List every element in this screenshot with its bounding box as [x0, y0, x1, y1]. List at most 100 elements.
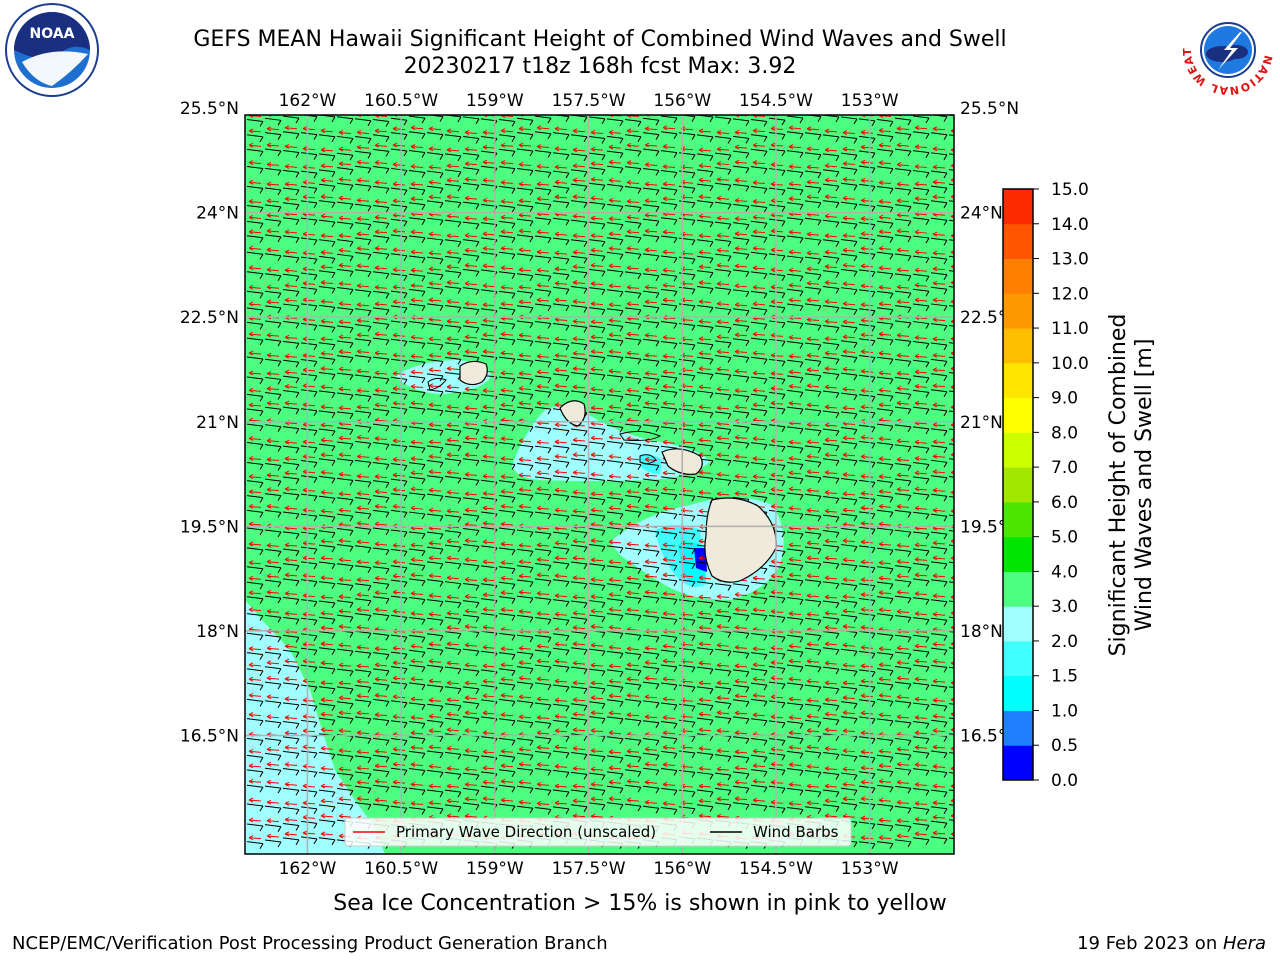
wave-direction-arrow	[644, 126, 658, 132]
wind-barb	[426, 579, 444, 587]
map-legend: Primary Wave Direction (unscaled) Wind B…	[344, 817, 852, 847]
wave-direction-arrow	[860, 678, 874, 684]
wave-direction-arrow	[320, 422, 334, 428]
wind-barb	[696, 475, 714, 484]
colorbar-segment-8	[1003, 467, 1033, 503]
wave-direction-arrow	[824, 404, 838, 410]
wind-barb	[750, 408, 768, 417]
wave-direction-arrow	[626, 265, 640, 271]
wave-direction-arrow	[626, 456, 640, 462]
wave-direction-arrow	[734, 129, 748, 135]
colorbar-tick-label-15: 13.0	[1051, 250, 1089, 270]
wave-direction-arrow	[536, 643, 550, 649]
wind-barb	[336, 441, 354, 450]
wave-direction-arrow	[878, 575, 892, 581]
wind-barb	[336, 701, 354, 710]
wave-direction-arrow	[266, 660, 280, 666]
wind-barb	[894, 234, 912, 243]
wind-barb	[282, 303, 300, 312]
wind-barb	[498, 423, 516, 432]
wave-direction-arrow	[410, 282, 424, 288]
wind-barb	[264, 444, 282, 452]
wave-direction-arrow	[572, 384, 586, 390]
wind-barb	[534, 787, 552, 796]
wave-direction-arrow	[500, 692, 514, 698]
wind-barb	[552, 703, 570, 712]
wind-barb	[876, 566, 894, 574]
wave-direction-arrow	[788, 249, 802, 255]
wind-barb	[462, 563, 480, 571]
wind-barb	[786, 736, 804, 745]
wind-barb	[822, 286, 840, 294]
wave-direction-arrow	[248, 387, 262, 393]
wave-direction-arrow	[338, 766, 352, 772]
colorbar-tick-label-12: 10.0	[1051, 354, 1089, 374]
wave-direction-arrow	[716, 386, 730, 392]
wind-barb	[426, 256, 444, 265]
wave-direction-arrow	[752, 402, 766, 408]
wind-barb	[552, 389, 570, 397]
wave-direction-arrow	[554, 697, 568, 703]
wind-barb	[462, 167, 480, 175]
wind-barb	[534, 511, 552, 520]
wind-barb	[642, 548, 660, 557]
wind-barb	[354, 251, 372, 260]
wind-barb	[750, 271, 768, 280]
wave-direction-arrow	[644, 559, 658, 565]
wave-direction-arrow	[860, 835, 874, 841]
wave-direction-arrow	[842, 281, 856, 287]
wind-barb	[426, 152, 444, 160]
wave-direction-arrow	[572, 128, 586, 134]
wind-barb	[894, 752, 912, 761]
wave-direction-arrow	[662, 334, 676, 340]
wind-barb	[462, 325, 480, 334]
wave-direction-arrow	[752, 284, 766, 290]
wind-barb	[300, 185, 318, 194]
wind-barb	[462, 268, 480, 277]
wave-band-lee-min	[694, 548, 707, 572]
wind-barb	[822, 372, 840, 380]
wave-direction-arrow	[770, 609, 784, 614]
wind-barb	[300, 342, 318, 351]
wave-direction-arrow	[302, 280, 316, 286]
wind-barb	[930, 493, 948, 502]
wave-direction-arrow	[410, 542, 424, 548]
wave-direction-arrow	[950, 680, 954, 685]
wave-direction-arrow	[698, 163, 712, 169]
wind-barb	[912, 445, 930, 454]
wave-direction-arrow	[320, 264, 334, 270]
wind-barb	[912, 341, 930, 349]
wind-barb	[372, 668, 390, 677]
wind-barb	[354, 118, 372, 127]
wind-barb	[300, 633, 318, 642]
wind-barb	[408, 273, 426, 282]
wave-direction-arrow	[374, 797, 388, 803]
wave-direction-arrow	[374, 229, 388, 235]
wind-barb	[660, 476, 678, 485]
wave-direction-arrow	[626, 607, 640, 613]
wind-barb	[318, 666, 336, 675]
wind-barb	[282, 406, 300, 415]
wave-direction-arrow	[482, 129, 496, 135]
wave-direction-arrow	[500, 179, 514, 185]
wind-barb	[498, 566, 516, 574]
wave-direction-arrow	[806, 507, 820, 513]
wave-direction-arrow	[500, 350, 514, 356]
wave-direction-arrow	[338, 349, 352, 355]
wave-direction-arrow	[932, 783, 946, 789]
wind-barb	[660, 720, 678, 729]
wind-barb	[912, 461, 930, 470]
wind-barb	[732, 355, 750, 363]
wave-direction-arrow	[626, 350, 640, 356]
wind-barb	[732, 650, 750, 659]
wave-direction-arrow	[932, 697, 946, 703]
wind-barb	[822, 789, 840, 798]
wind-barb	[660, 340, 678, 349]
wave-direction-arrow	[608, 520, 622, 526]
wind-barb	[768, 424, 786, 433]
wave-direction-arrow	[914, 353, 928, 359]
sea-ice-caption: Sea Ice Concentration > 15% is shown in …	[333, 891, 947, 916]
wind-barb	[282, 476, 300, 485]
wind-barb	[696, 219, 714, 228]
wave-direction-arrow	[698, 128, 712, 134]
